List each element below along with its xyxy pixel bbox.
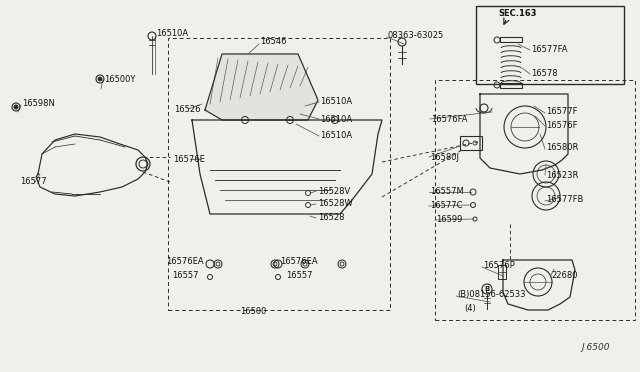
Text: J 6500: J 6500 (582, 343, 610, 352)
Text: (4): (4) (464, 305, 476, 314)
Bar (435, 80, 635, 320)
Text: (B)08156-62533: (B)08156-62533 (457, 289, 525, 298)
Text: 16557: 16557 (172, 270, 198, 279)
Bar (476, 6, 624, 84)
Text: 16576F: 16576F (546, 121, 577, 129)
Text: 16500Y: 16500Y (104, 74, 136, 83)
Text: 16577FB: 16577FB (546, 196, 584, 205)
Text: 16526: 16526 (174, 105, 200, 113)
Text: 16510A: 16510A (156, 29, 188, 38)
Text: 16557M: 16557M (430, 187, 464, 196)
Text: 16576E: 16576E (173, 154, 205, 164)
Bar (168, 38, 390, 310)
Text: 16557: 16557 (286, 270, 312, 279)
Text: SEC.163: SEC.163 (498, 10, 536, 19)
Text: 16576P: 16576P (483, 260, 515, 269)
Text: 16576EA: 16576EA (280, 257, 317, 266)
Text: 16578: 16578 (531, 68, 557, 77)
Polygon shape (205, 54, 318, 120)
Text: 16580J: 16580J (430, 153, 459, 161)
Text: 16580R: 16580R (546, 144, 579, 153)
Circle shape (14, 105, 18, 109)
Text: 16577: 16577 (20, 177, 47, 186)
Text: 16577FA: 16577FA (531, 45, 568, 54)
Text: 16510A: 16510A (320, 115, 352, 124)
Text: 16528: 16528 (318, 214, 344, 222)
Text: 16546: 16546 (260, 38, 287, 46)
Text: 08363-63025: 08363-63025 (388, 31, 444, 39)
Text: 16528W: 16528W (318, 199, 353, 208)
Text: 22680: 22680 (551, 272, 577, 280)
Text: 16598N: 16598N (22, 99, 55, 108)
Text: B: B (484, 286, 490, 292)
Text: 16577C: 16577C (430, 202, 463, 211)
Text: 16510A: 16510A (320, 131, 352, 141)
Bar (498, 265, 506, 279)
Text: 16510A: 16510A (320, 97, 352, 106)
Text: 16528V: 16528V (318, 186, 350, 196)
Text: 16523R: 16523R (546, 170, 579, 180)
Circle shape (98, 77, 102, 81)
Text: 16576EA: 16576EA (166, 257, 204, 266)
Text: 16576FA: 16576FA (431, 115, 467, 124)
Bar (460, 136, 482, 150)
Bar (500, 37, 522, 42)
Text: 16500: 16500 (240, 308, 266, 317)
Text: 16599: 16599 (436, 215, 462, 224)
Text: 16577F: 16577F (546, 108, 577, 116)
Bar (500, 83, 522, 88)
